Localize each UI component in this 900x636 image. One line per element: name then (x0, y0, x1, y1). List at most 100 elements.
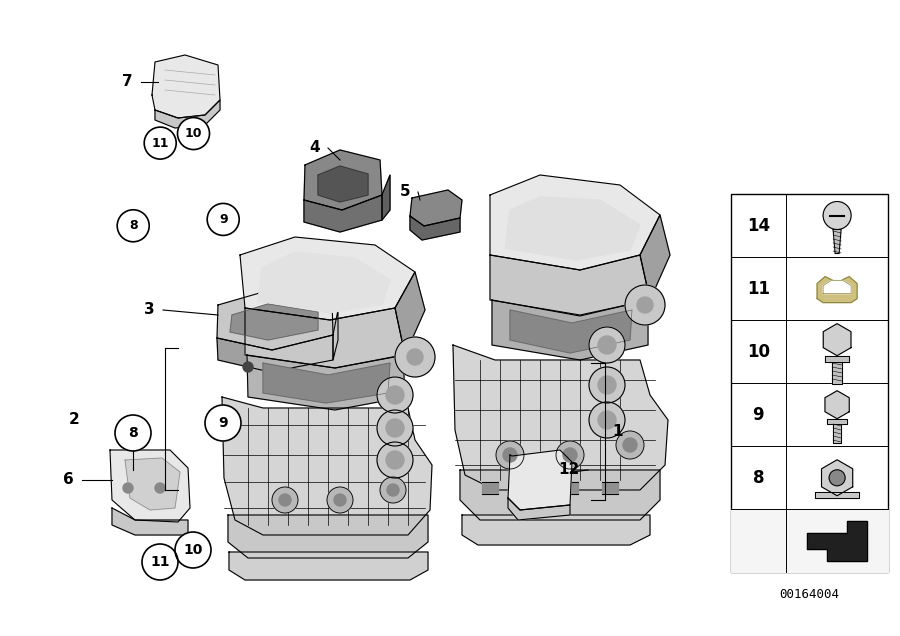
Polygon shape (395, 272, 425, 355)
Polygon shape (247, 355, 405, 410)
Polygon shape (258, 252, 390, 313)
Circle shape (589, 327, 625, 363)
Polygon shape (304, 195, 382, 232)
Polygon shape (640, 215, 670, 300)
Circle shape (279, 494, 291, 506)
Polygon shape (125, 458, 180, 510)
Polygon shape (807, 521, 867, 561)
Bar (731, 194, 888, 572)
Polygon shape (490, 175, 660, 270)
Polygon shape (492, 300, 648, 360)
Polygon shape (217, 335, 333, 372)
Circle shape (824, 202, 851, 230)
Circle shape (115, 415, 151, 451)
Text: 9: 9 (218, 416, 228, 430)
Circle shape (407, 349, 423, 365)
Polygon shape (152, 55, 220, 118)
Circle shape (177, 118, 210, 149)
Circle shape (387, 484, 399, 496)
Circle shape (334, 494, 346, 506)
Polygon shape (822, 460, 852, 496)
Polygon shape (510, 310, 632, 353)
Text: 10: 10 (184, 543, 202, 557)
Circle shape (598, 376, 616, 394)
Polygon shape (824, 280, 851, 294)
Bar (825, 356, 849, 362)
Text: 5: 5 (400, 184, 410, 200)
Circle shape (377, 442, 413, 478)
Text: 9: 9 (219, 213, 228, 226)
Polygon shape (825, 391, 850, 418)
Text: 3: 3 (144, 303, 155, 317)
Polygon shape (833, 230, 842, 254)
Circle shape (829, 470, 845, 486)
Circle shape (117, 210, 149, 242)
Text: 6: 6 (63, 473, 74, 488)
Text: 1: 1 (613, 424, 623, 439)
Circle shape (377, 410, 413, 446)
Circle shape (496, 441, 524, 469)
Polygon shape (228, 515, 428, 558)
Polygon shape (217, 290, 333, 350)
Circle shape (175, 532, 211, 568)
Text: 8: 8 (752, 469, 764, 487)
Polygon shape (462, 515, 650, 545)
Text: 9: 9 (752, 406, 764, 424)
Polygon shape (110, 450, 190, 522)
Polygon shape (222, 397, 432, 535)
Polygon shape (245, 308, 405, 368)
Polygon shape (304, 150, 382, 210)
Circle shape (556, 441, 584, 469)
Circle shape (155, 483, 165, 493)
Polygon shape (333, 310, 338, 360)
Text: 8: 8 (129, 219, 138, 232)
Polygon shape (318, 166, 368, 202)
Polygon shape (817, 277, 857, 303)
Circle shape (563, 448, 577, 462)
Circle shape (272, 487, 298, 513)
Text: 4: 4 (310, 141, 320, 155)
Circle shape (144, 127, 176, 159)
Circle shape (598, 411, 616, 429)
Polygon shape (382, 175, 390, 220)
Polygon shape (824, 324, 851, 356)
Polygon shape (460, 470, 660, 520)
Bar (731, 509, 888, 572)
Text: 11: 11 (150, 555, 170, 569)
Bar (602, 482, 618, 494)
Bar (815, 492, 859, 498)
Polygon shape (263, 363, 390, 403)
Text: 11: 11 (151, 137, 169, 149)
Circle shape (637, 297, 653, 313)
Circle shape (142, 544, 178, 580)
Circle shape (205, 405, 241, 441)
Polygon shape (230, 304, 318, 340)
Circle shape (503, 448, 517, 462)
Polygon shape (490, 255, 650, 315)
Bar (482, 482, 498, 494)
Circle shape (623, 438, 637, 452)
Polygon shape (410, 216, 460, 240)
Bar (522, 482, 538, 494)
Text: 10: 10 (184, 127, 202, 140)
Circle shape (327, 487, 353, 513)
Circle shape (598, 336, 616, 354)
Circle shape (589, 367, 625, 403)
Circle shape (123, 483, 133, 493)
Polygon shape (508, 498, 570, 520)
Polygon shape (453, 345, 668, 490)
Circle shape (589, 402, 625, 438)
Text: 7: 7 (122, 74, 133, 90)
Text: 8: 8 (128, 426, 138, 440)
Text: 2: 2 (68, 413, 79, 427)
Circle shape (395, 337, 435, 377)
Bar (827, 418, 847, 424)
Circle shape (377, 377, 413, 413)
Polygon shape (155, 100, 220, 128)
Polygon shape (229, 552, 428, 580)
Polygon shape (240, 237, 415, 320)
Circle shape (380, 477, 406, 503)
Circle shape (386, 419, 404, 437)
Text: 12: 12 (559, 462, 580, 478)
Circle shape (616, 431, 644, 459)
